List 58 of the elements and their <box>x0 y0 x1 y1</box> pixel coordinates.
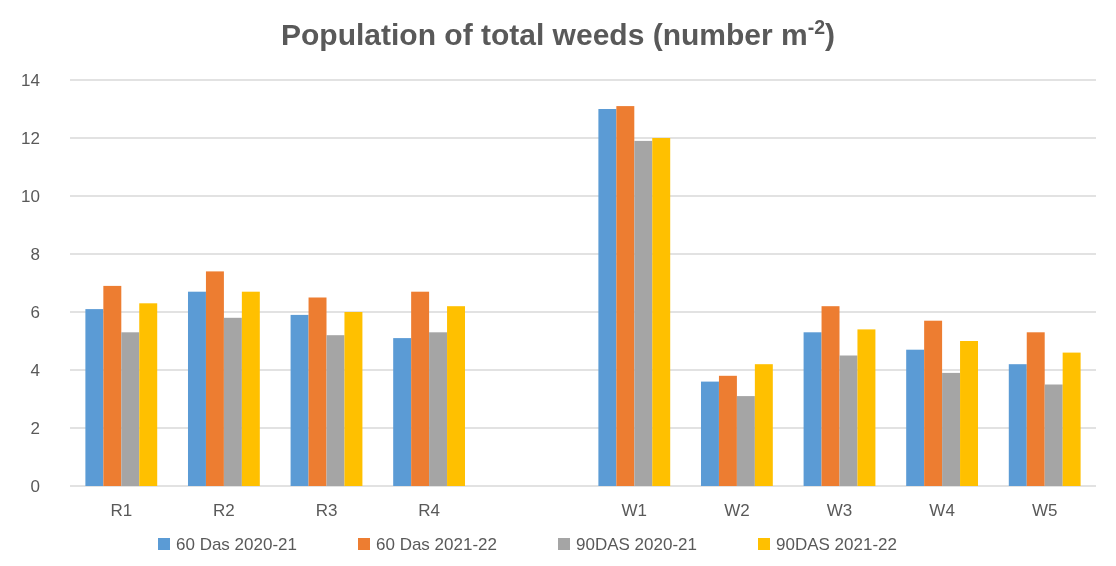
bar <box>447 306 466 486</box>
chart-title: Population of total weeds (number m$^{-2}$) <box>280 16 836 51</box>
legend-label: 90DAS 2021-22 <box>776 534 897 554</box>
x-tick-label: W4 <box>929 501 955 520</box>
y-tick-label: 12 <box>21 128 40 148</box>
bar <box>906 349 925 486</box>
bar <box>942 372 961 486</box>
bar <box>241 291 260 486</box>
y-tick-label: 10 <box>21 186 40 206</box>
bar <box>1008 364 1027 486</box>
bar <box>393 338 412 486</box>
bar <box>308 297 327 486</box>
bar <box>121 332 140 486</box>
bar <box>411 291 430 486</box>
bar <box>924 320 943 486</box>
bar <box>598 109 617 486</box>
bar <box>1026 332 1045 486</box>
bar <box>85 309 104 486</box>
bar <box>616 106 635 486</box>
bar <box>326 335 345 486</box>
bar <box>205 271 224 486</box>
y-tick-label: 6 <box>30 302 40 322</box>
x-tick-label: W3 <box>826 501 853 520</box>
bar <box>1062 352 1081 486</box>
bar <box>1044 384 1063 486</box>
x-tick-label: W5 <box>1031 501 1058 520</box>
bar <box>754 364 773 486</box>
bar <box>700 381 719 486</box>
bar <box>960 341 979 486</box>
bar <box>187 291 206 486</box>
x-tick-label: W2 <box>724 501 750 520</box>
bar <box>290 314 309 486</box>
bar <box>718 375 737 486</box>
x-tick-label: R3 <box>315 501 338 520</box>
legend-label: 60 Das 2020-21 <box>176 534 297 554</box>
bar <box>344 312 363 486</box>
bar <box>429 332 448 486</box>
y-tick-label: 8 <box>30 244 40 264</box>
x-tick-label: R1 <box>110 501 133 520</box>
legend-label: 90DAS 2020-21 <box>576 534 697 554</box>
bar <box>652 138 671 486</box>
bar <box>839 355 858 486</box>
bar <box>821 306 840 486</box>
bar <box>803 332 822 486</box>
x-tick-label: W1 <box>621 501 648 520</box>
x-tick-label: R4 <box>418 501 440 520</box>
y-tick-label: 0 <box>30 476 40 496</box>
bar <box>139 303 158 486</box>
bar <box>223 317 242 486</box>
bar <box>736 396 755 486</box>
bar <box>103 285 122 486</box>
x-tick-label: R2 <box>213 501 235 520</box>
y-tick-label: 14 <box>21 70 40 90</box>
y-tick-label: 2 <box>30 418 40 438</box>
legend-label: 60 Das 2021-22 <box>376 534 497 554</box>
bar <box>634 140 653 486</box>
y-tick-label: 4 <box>30 360 40 380</box>
bar <box>857 329 876 486</box>
